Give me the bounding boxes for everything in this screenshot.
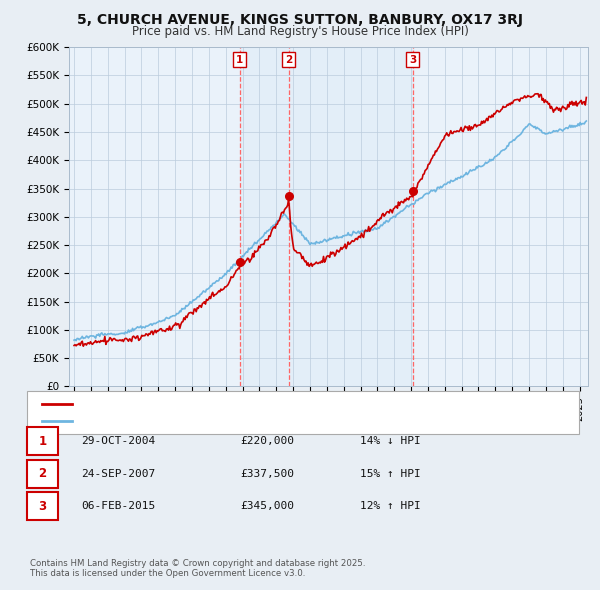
Text: 15% ↑ HPI: 15% ↑ HPI	[360, 469, 421, 478]
Text: £337,500: £337,500	[240, 469, 294, 478]
Bar	[239, 47, 413, 386]
Text: 29-OCT-2004: 29-OCT-2004	[81, 437, 155, 446]
Text: 1: 1	[38, 435, 47, 448]
Text: 1: 1	[236, 55, 244, 65]
Text: HPI: Average price, detached house, West Northamptonshire: HPI: Average price, detached house, West…	[78, 416, 375, 426]
Text: 3: 3	[38, 500, 47, 513]
Text: Price paid vs. HM Land Registry's House Price Index (HPI): Price paid vs. HM Land Registry's House …	[131, 25, 469, 38]
Text: Contains HM Land Registry data © Crown copyright and database right 2025.
This d: Contains HM Land Registry data © Crown c…	[30, 559, 365, 578]
Text: 14% ↓ HPI: 14% ↓ HPI	[360, 437, 421, 446]
Text: 06-FEB-2015: 06-FEB-2015	[81, 502, 155, 511]
Text: 2: 2	[285, 55, 292, 65]
Text: 5, CHURCH AVENUE, KINGS SUTTON, BANBURY, OX17 3RJ: 5, CHURCH AVENUE, KINGS SUTTON, BANBURY,…	[77, 13, 523, 27]
Text: £220,000: £220,000	[240, 437, 294, 446]
Text: 12% ↑ HPI: 12% ↑ HPI	[360, 502, 421, 511]
Text: £345,000: £345,000	[240, 502, 294, 511]
Text: 2: 2	[38, 467, 47, 480]
Text: 3: 3	[409, 55, 416, 65]
Text: 24-SEP-2007: 24-SEP-2007	[81, 469, 155, 478]
Text: 5, CHURCH AVENUE, KINGS SUTTON, BANBURY, OX17 3RJ (detached house): 5, CHURCH AVENUE, KINGS SUTTON, BANBURY,…	[78, 399, 448, 409]
